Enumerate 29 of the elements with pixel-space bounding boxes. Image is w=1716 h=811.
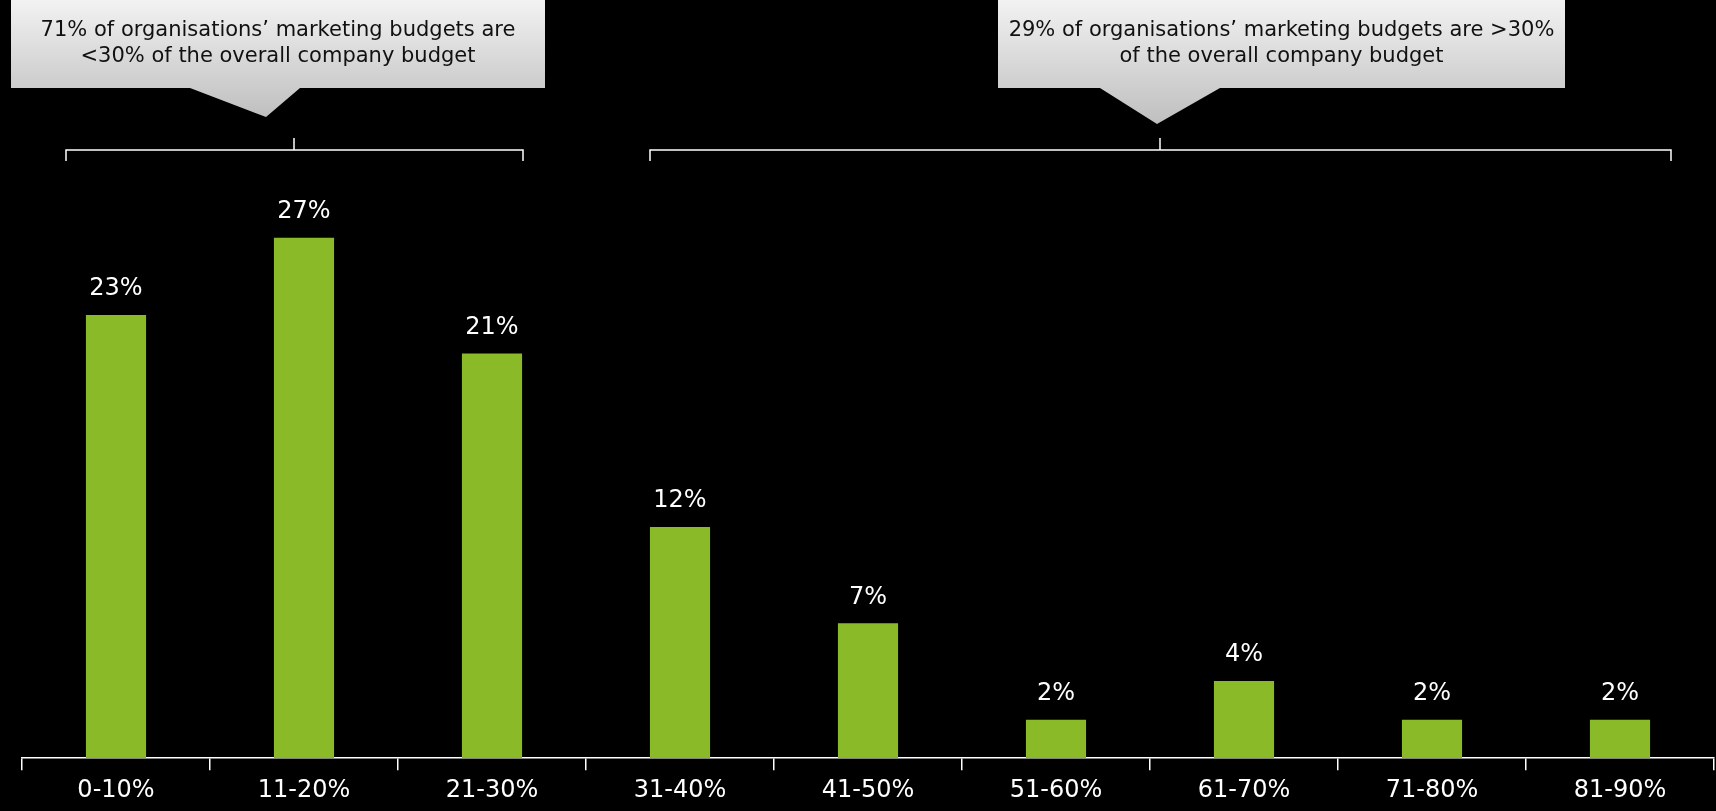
x-tick-label: 31-40% bbox=[633, 774, 727, 803]
x-tick-label: 0-10% bbox=[77, 774, 155, 803]
data-label: 12% bbox=[653, 485, 707, 514]
bar bbox=[1025, 719, 1087, 759]
bar bbox=[461, 353, 523, 759]
data-label: 27% bbox=[277, 196, 331, 225]
bar bbox=[273, 237, 335, 759]
data-label: 2% bbox=[1412, 677, 1452, 706]
x-tick-label: 11-20% bbox=[257, 774, 351, 803]
x-tick-label: 21-30% bbox=[445, 774, 539, 803]
data-label: 2% bbox=[1036, 677, 1076, 706]
x-tick-label: 71-80% bbox=[1385, 774, 1479, 803]
data-label: 7% bbox=[848, 581, 888, 610]
data-label: 4% bbox=[1224, 639, 1264, 668]
bar bbox=[649, 526, 711, 759]
text: 29% of organisations’ marketing budgets are >30% of the overall company budget bbox=[1007, 16, 1556, 68]
text: 71% of organisations’ marketing budgets are <30% of the overall company budget bbox=[39, 16, 517, 68]
data-label: 21% bbox=[465, 311, 519, 340]
x-tick-label: 41-50% bbox=[821, 774, 915, 803]
bar bbox=[1589, 719, 1651, 759]
bar bbox=[85, 314, 147, 759]
bar bbox=[1401, 719, 1463, 759]
x-tick-label: 81-90% bbox=[1573, 774, 1667, 803]
data-label: 23% bbox=[89, 273, 143, 302]
bar bbox=[837, 623, 899, 759]
data-label: 2% bbox=[1600, 677, 1640, 706]
bar bbox=[1213, 681, 1275, 759]
x-tick-label: 51-60% bbox=[1009, 774, 1103, 803]
x-tick-label: 61-70% bbox=[1197, 774, 1291, 803]
